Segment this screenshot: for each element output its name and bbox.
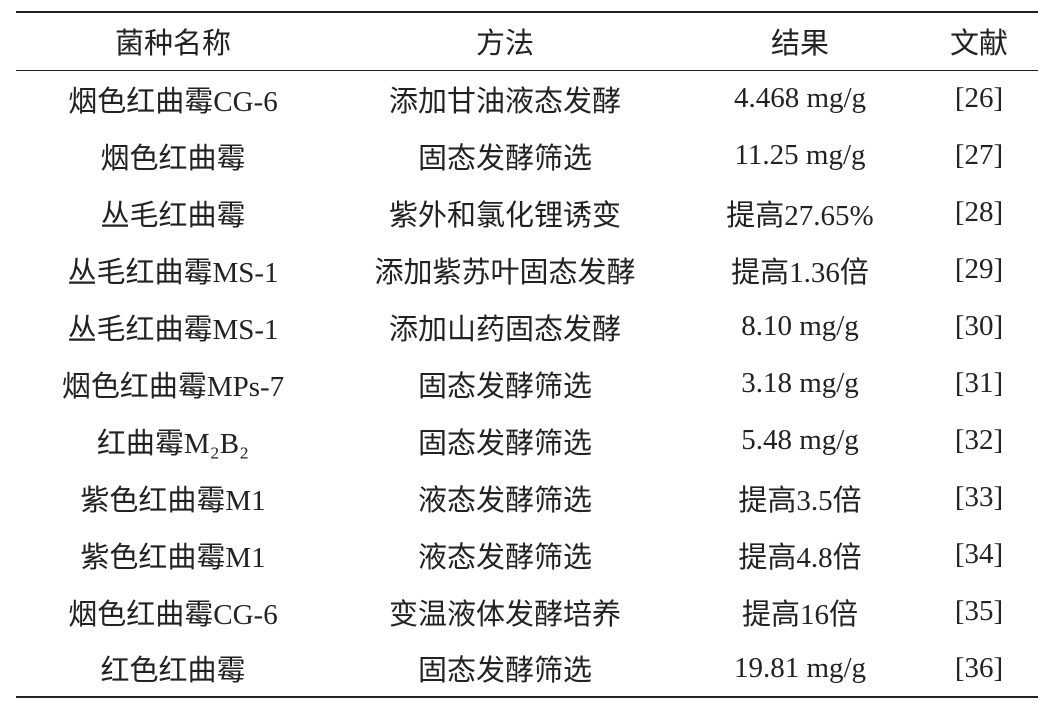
table-cell: [34] xyxy=(954,538,1004,570)
table-cell: 3.18 mg/g xyxy=(741,367,859,399)
header-cell: 文献 xyxy=(949,28,1008,61)
table-row: 紫色红曲霉M1 液态发酵筛选 提高3.5倍 [33] xyxy=(16,469,1038,526)
table-cell: 烟色红曲霉MPs-7 xyxy=(61,370,285,403)
table-cell: 红色红曲霉 xyxy=(100,655,246,687)
table-cell: 提高4.8倍 xyxy=(738,541,862,574)
table-cell: 提高3.5倍 xyxy=(738,484,862,517)
table-row: 红曲霉M₂B₂ 固态发酵筛选 5.48 mg/g [32] xyxy=(16,412,1038,469)
table-cell: 烟色红曲霉CG-6 xyxy=(68,598,278,631)
table-cell: [31] xyxy=(954,367,1004,399)
header-cell: 菌种名称 xyxy=(114,28,231,61)
table-cell: 19.81 mg/g xyxy=(733,651,867,684)
table-cell: 紫色红曲霉M1 xyxy=(80,484,266,517)
table-cell: 紫色红曲霉M1 xyxy=(80,541,266,574)
table-body: 烟色红曲霉CG-6 添加甘油液态发酵 4.468 mg/g [26] 烟色红曲霉 固态发酵… xyxy=(16,70,1038,697)
table-cell: 液态发酵筛选 xyxy=(417,484,592,517)
table-row: 烟色红曲霉 固态发酵筛选 11.25 mg/g [27] xyxy=(16,127,1038,184)
table-row: 红色红曲霉 固态发酵筛选 19.81 mg/g [36] xyxy=(16,640,1038,697)
header-cell: 方法 xyxy=(475,28,534,61)
table-cell: [33] xyxy=(954,481,1004,513)
table-cell: 烟色红曲霉CG-6 xyxy=(68,85,278,118)
table-cell: 固态发酵筛选 xyxy=(417,142,592,175)
table-cell: 提高27.65% xyxy=(726,199,874,232)
table-cell: 添加甘油液态发酵 xyxy=(388,85,621,118)
table-cell: [35] xyxy=(954,595,1004,627)
table-header: 菌种名称 方法 结果 文献 xyxy=(16,12,1038,70)
table-cell: 提高1.36倍 xyxy=(731,256,869,289)
table-cell: 丛毛红曲霉 xyxy=(100,199,246,232)
table-cell: [27] xyxy=(954,139,1004,171)
table-cell: [28] xyxy=(954,196,1004,228)
table-row: 丛毛红曲霉MS-1 添加山药固态发酵 8.10 mg/g [30] xyxy=(16,298,1038,355)
header-cell: 结果 xyxy=(770,28,829,61)
table-cell: [26] xyxy=(954,82,1004,115)
table-cell: 紫外和氯化锂诱变 xyxy=(388,199,621,232)
table-cell: 固态发酵筛选 xyxy=(417,427,592,460)
table-cell: 固态发酵筛选 xyxy=(417,370,592,403)
table-cell: [32] xyxy=(954,424,1004,456)
table-row: 丛毛红曲霉 紫外和氯化锂诱变 提高27.65% [28] xyxy=(16,184,1038,241)
table-cell: 8.10 mg/g xyxy=(741,310,859,342)
header-row: 菌种名称 方法 结果 文献 xyxy=(16,12,1038,70)
table-row: 烟色红曲霉MPs-7 固态发酵筛选 3.18 mg/g [31] xyxy=(16,355,1038,412)
table-cell: 添加山药固态发酵 xyxy=(388,313,621,346)
table-cell: [36] xyxy=(954,651,1004,684)
table-cell: 4.468 mg/g xyxy=(733,82,867,115)
table-cell: [29] xyxy=(954,253,1004,285)
table-row: 烟色红曲霉CG-6 变温液体发酵培养 提高16倍 [35] xyxy=(16,583,1038,640)
table-cell: 提高16倍 xyxy=(741,598,858,631)
table-cell: 烟色红曲霉 xyxy=(100,142,246,175)
table-cell: 5.48 mg/g xyxy=(741,424,859,456)
table-row: 紫色红曲霉M1 液态发酵筛选 提高4.8倍 [34] xyxy=(16,526,1038,583)
table-cell: 添加紫苏叶固态发酵 xyxy=(374,256,636,289)
table-cell: 丛毛红曲霉MS-1 xyxy=(67,256,279,289)
table-cell: 11.25 mg/g xyxy=(734,139,866,171)
table-cell: 丛毛红曲霉MS-1 xyxy=(67,313,279,346)
table-cell: 液态发酵筛选 xyxy=(417,541,592,574)
table-cell: 红曲霉M₂B₂ xyxy=(96,427,250,460)
table-cell: 变温液体发酵培养 xyxy=(388,598,621,631)
table-cell: 固态发酵筛选 xyxy=(417,655,592,687)
table-row: 烟色红曲霉CG-6 添加甘油液态发酵 4.468 mg/g [26] xyxy=(16,70,1038,127)
table-cell: [30] xyxy=(954,310,1004,342)
data-table: 菌种名称 方法 结果 文献 烟色红曲霉CG-6 添加甘油液态发酵 4.468 mg/g [2… xyxy=(16,11,1038,698)
table-row: 丛毛红曲霉MS-1 添加紫苏叶固态发酵 提高1.36倍 [29] xyxy=(16,241,1038,298)
